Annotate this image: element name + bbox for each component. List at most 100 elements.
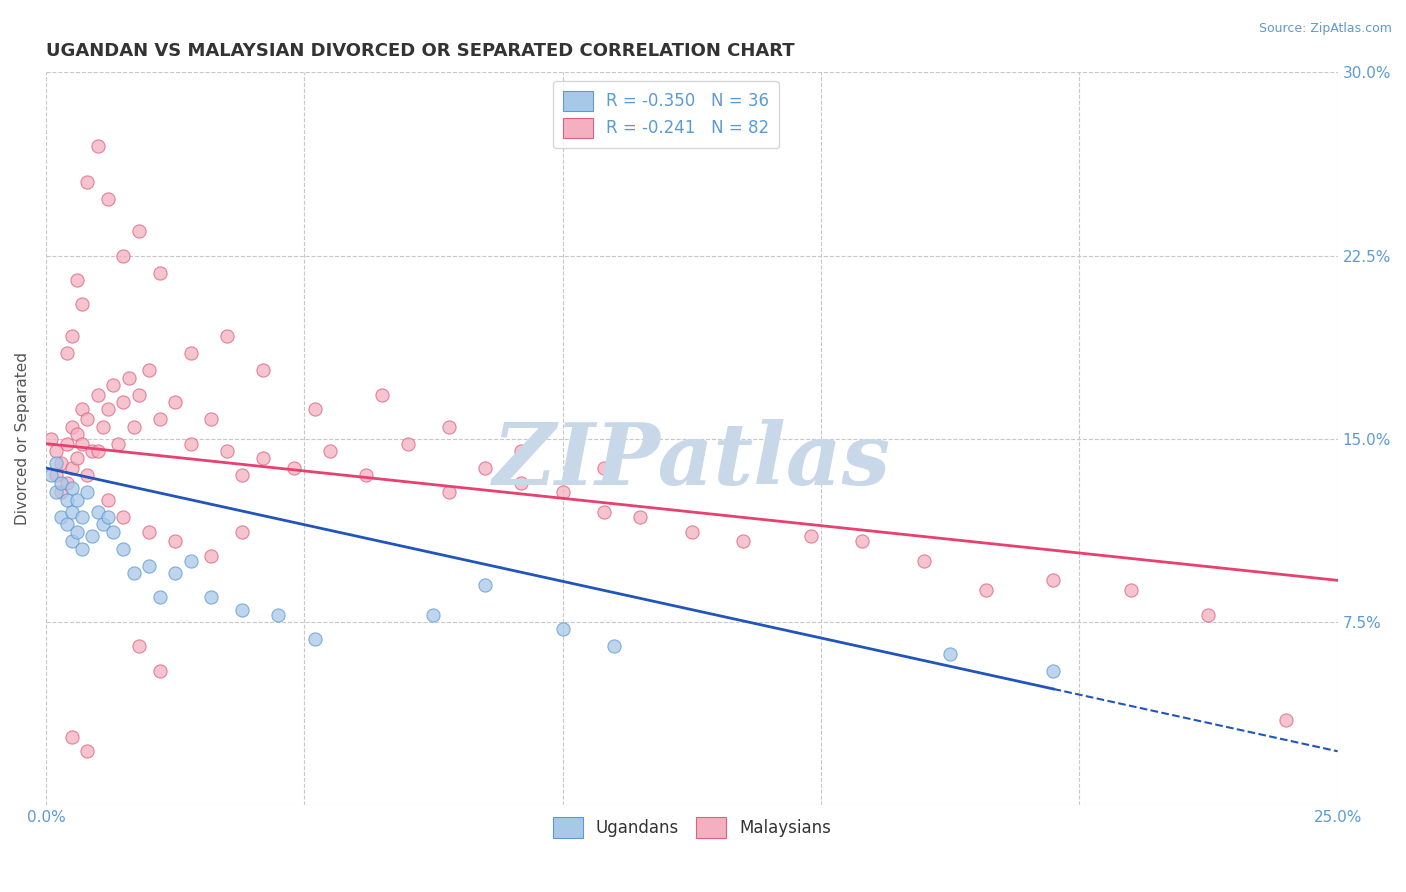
Point [91, 419, 114, 434]
Point [60, 419, 83, 434]
Point [215, 444, 238, 458]
Point [112, 541, 135, 556]
Point [112, 249, 135, 263]
Point [86, 444, 108, 458]
Legend: Ugandans, Malaysians: Ugandans, Malaysians [546, 811, 838, 845]
Point [149, 664, 172, 678]
Point [82, 529, 104, 543]
Point [76, 412, 98, 426]
Point [70, 509, 93, 524]
Point [180, 436, 202, 450]
Point [45, 456, 67, 470]
Point [1042, 664, 1064, 678]
Point [851, 534, 873, 549]
Point [76, 175, 98, 189]
Point [267, 607, 290, 622]
Point [91, 517, 114, 532]
Point [117, 370, 139, 384]
Point [97, 492, 120, 507]
Point [55, 436, 77, 450]
Y-axis label: Divorced or Separated: Divorced or Separated [15, 352, 30, 525]
Point [149, 412, 172, 426]
Point [86, 388, 108, 402]
Point [138, 524, 160, 539]
Point [66, 273, 89, 287]
Point [800, 529, 823, 543]
Point [60, 505, 83, 519]
Point [70, 436, 93, 450]
Point [86, 138, 108, 153]
Point [122, 419, 145, 434]
Point [51, 475, 73, 490]
Point [628, 509, 651, 524]
Point [128, 224, 150, 238]
Point [128, 388, 150, 402]
Point [86, 505, 108, 519]
Point [76, 468, 98, 483]
Point [149, 591, 172, 605]
Point [304, 632, 326, 646]
Point [101, 524, 124, 539]
Point [231, 524, 253, 539]
Point [51, 456, 73, 470]
Point [112, 395, 135, 409]
Point [1042, 574, 1064, 588]
Point [939, 647, 962, 661]
Point [60, 481, 83, 495]
Point [60, 730, 83, 744]
Point [55, 475, 77, 490]
Point [165, 566, 187, 580]
Point [97, 193, 120, 207]
Point [474, 578, 496, 592]
Point [603, 640, 626, 654]
Point [371, 388, 394, 402]
Point [128, 640, 150, 654]
Point [55, 346, 77, 360]
Point [283, 461, 305, 475]
Point [76, 485, 98, 500]
Text: UGANDAN VS MALAYSIAN DIVORCED OR SEPARATED CORRELATION CHART: UGANDAN VS MALAYSIAN DIVORCED OR SEPARAT… [46, 42, 794, 60]
Point [107, 436, 129, 450]
Point [51, 509, 73, 524]
Point [39, 468, 62, 483]
Point [231, 468, 253, 483]
Point [974, 583, 997, 598]
Point [112, 509, 135, 524]
Point [149, 266, 172, 280]
Point [396, 436, 419, 450]
Point [1198, 607, 1220, 622]
Point [138, 363, 160, 377]
Point [252, 451, 274, 466]
Point [66, 492, 89, 507]
Point [319, 444, 342, 458]
Point [474, 461, 496, 475]
Text: ZIPatlas: ZIPatlas [492, 419, 891, 502]
Point [82, 444, 104, 458]
Point [200, 591, 222, 605]
Point [215, 329, 238, 343]
Point [138, 558, 160, 573]
Point [356, 468, 378, 483]
Point [180, 346, 202, 360]
Point [60, 329, 83, 343]
Point [681, 524, 703, 539]
Point [551, 622, 574, 636]
Point [70, 402, 93, 417]
Point [437, 419, 460, 434]
Point [51, 485, 73, 500]
Point [1275, 713, 1298, 727]
Point [733, 534, 755, 549]
Point [45, 444, 67, 458]
Point [60, 461, 83, 475]
Point [200, 549, 222, 563]
Point [66, 426, 89, 441]
Point [97, 402, 120, 417]
Point [101, 378, 124, 392]
Point [97, 509, 120, 524]
Point [45, 485, 67, 500]
Point [76, 744, 98, 758]
Point [912, 554, 935, 568]
Point [70, 541, 93, 556]
Point [66, 524, 89, 539]
Point [593, 461, 616, 475]
